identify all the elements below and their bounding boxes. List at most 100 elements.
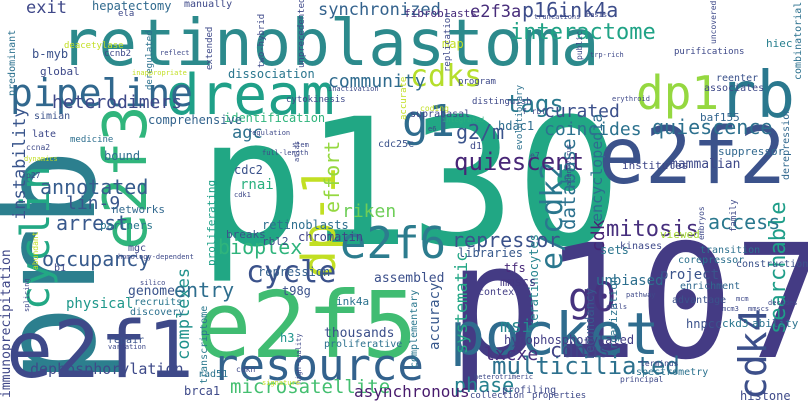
word-truncations: truncations <box>534 13 581 21</box>
word-systematic: systematic <box>452 251 472 354</box>
word-immunoprecipitation: immunoprecipitation <box>0 249 14 398</box>
word-predominant: predominant <box>7 29 18 96</box>
word-rbl2: rbl2 <box>262 235 289 248</box>
word-embryos: embryos <box>697 206 706 240</box>
word-e6: e6 <box>428 125 437 133</box>
word-dream: dream <box>166 63 335 128</box>
word-entry: entry <box>174 278 235 302</box>
word-community: community <box>328 71 426 92</box>
word-sets: sets <box>600 243 629 257</box>
word-terminus: terminus <box>640 359 679 368</box>
word-comprehensive: comprehensive <box>148 113 242 127</box>
word-g2-m: g2/m <box>456 120 505 144</box>
word-g0: g0 <box>568 275 617 321</box>
word-abundant: abundant <box>31 231 40 270</box>
word-family: family <box>729 199 739 232</box>
word-repression: repression <box>258 265 331 279</box>
word-annotated: annotated <box>40 175 149 199</box>
word-hdac1: hdac1 <box>498 119 535 133</box>
word-instability: instability <box>10 107 30 220</box>
word-trp-rich: trp-rich <box>590 51 624 59</box>
word-cdks: cdks <box>410 59 483 94</box>
word-transition: transition <box>700 245 761 256</box>
word-suprabasal: suprabasal <box>410 109 471 120</box>
word-thousands: thousands <box>324 326 395 341</box>
word-integrated: integrated <box>442 116 485 124</box>
word-dephosphorylation: dephosphorylation <box>30 360 184 378</box>
word-effort: effort <box>320 140 344 213</box>
word-dp1: dp1 <box>636 66 720 120</box>
word-rad51: rad51 <box>198 369 229 380</box>
word-mcm3: mcm3 <box>722 305 739 313</box>
word-identification: identification <box>224 111 326 125</box>
word-b-myb: b-myb <box>32 47 69 61</box>
word-e2f3a: e2f3a <box>470 2 522 22</box>
word-advantage: advantage <box>672 295 727 306</box>
word-derepression: derepression <box>781 107 792 180</box>
word-breaks: breaks <box>226 228 266 241</box>
word-proliferating: proliferating <box>205 179 218 266</box>
word-late: late <box>32 129 57 140</box>
word-e7: e7 <box>530 151 540 160</box>
word-networks: networks <box>112 203 165 216</box>
word-reflect: reflect <box>160 49 190 57</box>
word-context: context <box>478 287 521 298</box>
word-fibroblasts: fibroblasts <box>404 7 477 20</box>
word-g1: g1 <box>402 96 455 147</box>
word-d1: d1 <box>470 141 483 152</box>
word-b1: b1 <box>54 263 67 274</box>
word-pipeline: pipeline <box>10 71 194 115</box>
word-medicine: medicine <box>70 135 114 145</box>
word-collection: collection <box>470 391 525 401</box>
word-kinases: kinases <box>620 241 663 252</box>
word-h3: h3 <box>280 331 295 345</box>
word-silico: silico <box>140 279 166 287</box>
word-mmscs-small: mmscs <box>748 305 770 313</box>
word-discovery: discovery <box>130 307 185 318</box>
word-quiescence: quiescence <box>652 115 773 139</box>
word-cdc2: cdc2 <box>234 163 263 177</box>
word-distinguish: distinguish <box>472 97 532 107</box>
word-accuracy: accuracy <box>427 282 443 350</box>
word-program: program <box>458 77 496 87</box>
word-e2f6: e2f6 <box>340 218 446 269</box>
word-public: public <box>575 31 584 60</box>
word-rb: rb <box>718 59 796 133</box>
word-mcm: mcm <box>736 295 749 303</box>
word-repressor: repressor <box>452 228 561 252</box>
word-organization: organization <box>607 276 620 356</box>
word-inappropriate: inappropriate <box>132 69 187 77</box>
word-physical: physical <box>66 296 134 312</box>
word-adenovirus: adenovirus <box>565 143 573 186</box>
word-libraries: libraries <box>458 246 524 260</box>
word-ink4a: ink4a <box>336 295 370 308</box>
word-global: global <box>40 65 80 78</box>
word-ability: ability <box>752 317 799 330</box>
word-map: map <box>442 37 464 51</box>
word-purifications: purifications <box>674 47 745 57</box>
word-phase: phase <box>454 373 515 397</box>
word-decades: decades <box>768 299 798 307</box>
word-lxcxe: lxcxe <box>484 344 539 365</box>
word-cdnas: cdnas <box>550 338 611 362</box>
word-arrest: arrest <box>56 211 129 235</box>
word-tfs: tfs <box>504 261 526 275</box>
word-atlas: atlas <box>293 140 301 162</box>
word-cytokinesis: cytokinesis <box>286 95 346 105</box>
word-asynchronous: asynchronous <box>354 382 470 401</box>
word-uncovered: uncovered <box>709 0 718 44</box>
word-bound: bound <box>104 149 141 163</box>
word-institutes: institutes <box>622 159 689 172</box>
word-partners: partners <box>100 219 153 232</box>
word-f-rbf: f rbf <box>522 107 547 116</box>
word-unbiased: unbiased <box>596 273 664 289</box>
word-ela: ela <box>118 9 135 19</box>
word-basis: basis <box>586 11 608 19</box>
word-mammalian: mammalian <box>670 157 741 172</box>
word-quiescent: quiescent <box>454 148 585 176</box>
word-msi: msi <box>500 316 533 337</box>
word-two-hybrid: two-hybrid <box>257 13 267 68</box>
word-occupancy: occupancy <box>42 247 151 271</box>
word-lin-9: lin-9 <box>66 193 121 214</box>
